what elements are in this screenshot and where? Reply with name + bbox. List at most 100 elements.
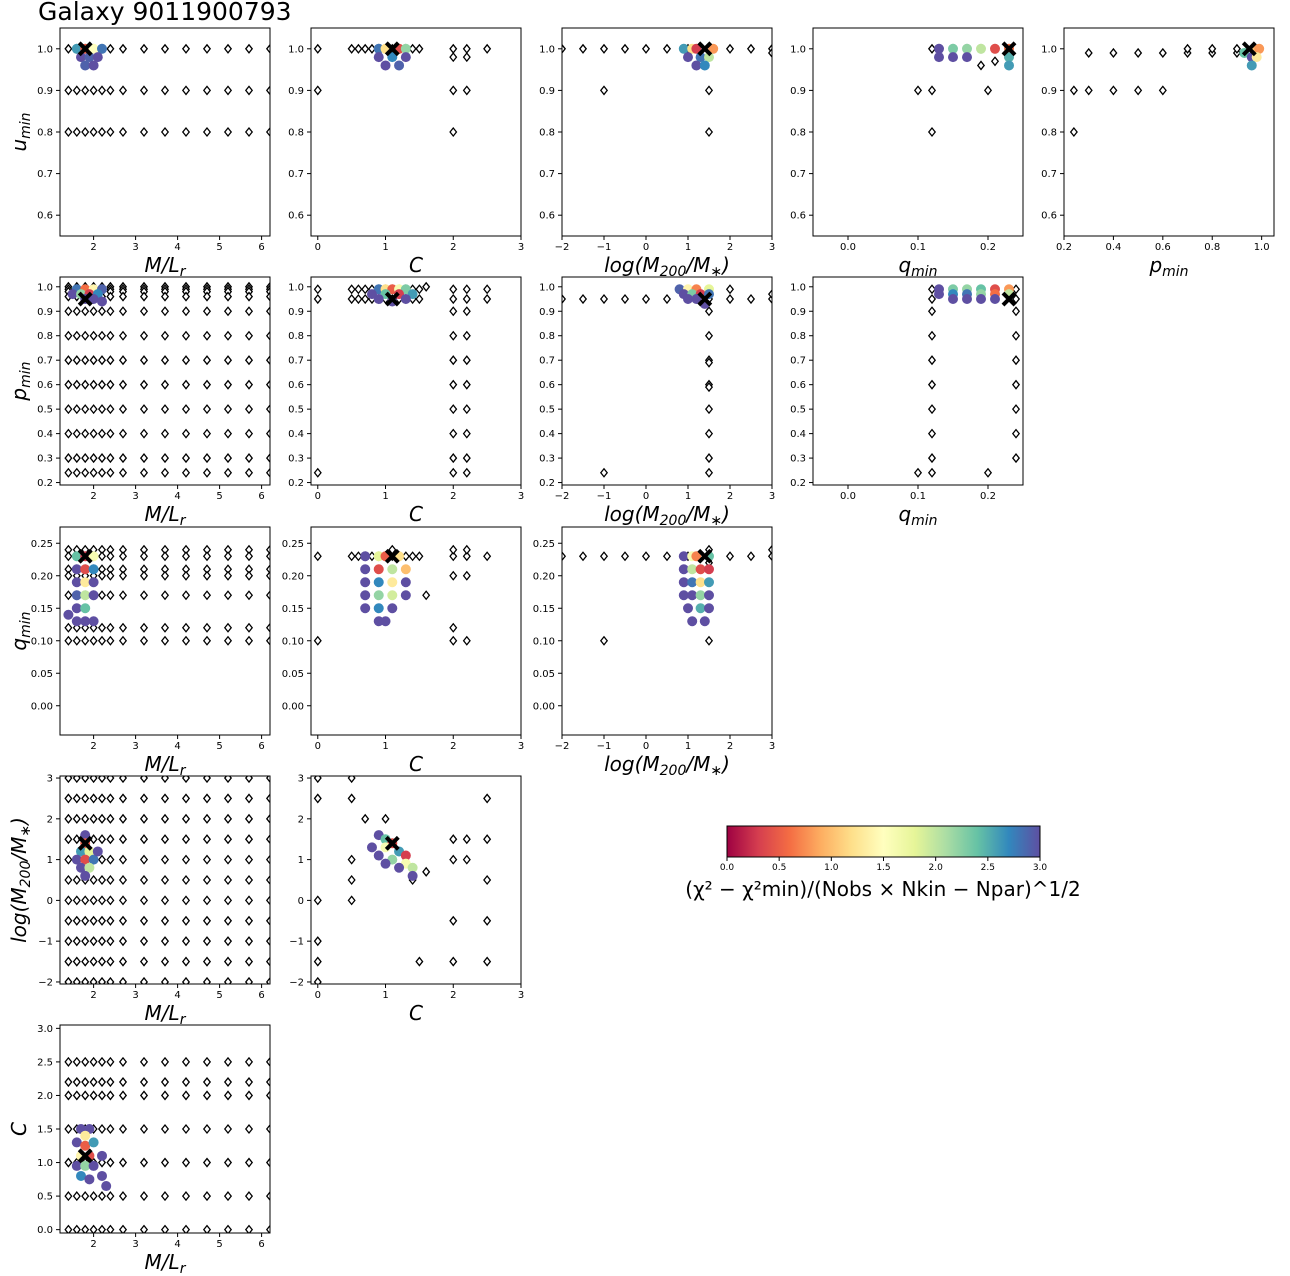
model-point xyxy=(462,635,471,646)
y-tick-label: 0.2 xyxy=(37,478,53,489)
model-point xyxy=(106,590,115,601)
model-point xyxy=(118,467,128,478)
y-tick-label: 0.8 xyxy=(790,128,806,139)
panel-14: 2 3 4 5 6 0.0 0.5 1.0 1.5 2.0 2.5 3.0 M/Lr C xyxy=(7,1024,271,1276)
model-point xyxy=(139,622,149,633)
panel-plot-area xyxy=(64,1056,270,1233)
y-tick-label: 0.05 xyxy=(31,669,53,680)
model-point xyxy=(89,776,98,784)
model-point xyxy=(223,1076,233,1088)
scored-point xyxy=(71,43,82,54)
model-point xyxy=(449,854,458,865)
x-tick-label: 2 xyxy=(727,242,733,253)
model-point xyxy=(244,85,254,96)
model-point xyxy=(223,330,233,341)
model-point xyxy=(64,1157,73,1168)
model-point xyxy=(244,126,254,138)
model-point xyxy=(483,293,492,305)
model-point xyxy=(202,635,212,646)
model-point xyxy=(202,622,212,633)
model-point xyxy=(244,854,254,865)
y-tick-label: 0.7 xyxy=(790,356,806,367)
model-point xyxy=(202,874,212,886)
model-point xyxy=(223,291,233,302)
scored-point xyxy=(1254,43,1265,54)
model-point xyxy=(976,60,986,71)
y-tick-label: 1.0 xyxy=(1041,44,1057,55)
y-tick-label: 0.20 xyxy=(533,571,555,582)
x-tick-label: 3 xyxy=(769,741,775,752)
colorbar-tick-label: 1.0 xyxy=(824,863,839,873)
model-point xyxy=(64,895,73,906)
model-point xyxy=(118,936,128,947)
x-tick-label: 0.8 xyxy=(1204,242,1220,253)
model-point xyxy=(160,306,170,317)
model-point xyxy=(223,1191,233,1202)
model-point xyxy=(223,570,233,581)
scored-point xyxy=(76,1170,86,1181)
model-point xyxy=(265,976,270,984)
model-point xyxy=(223,453,233,464)
y-tick-label: 1.0 xyxy=(288,44,304,55)
model-point xyxy=(202,895,212,906)
x-axis-label: qmin xyxy=(898,253,937,280)
model-point xyxy=(202,834,212,845)
x-axis-label: C xyxy=(409,253,423,277)
model-point xyxy=(81,936,90,947)
model-point xyxy=(578,293,588,305)
model-point xyxy=(181,1056,191,1067)
model-point xyxy=(244,570,254,581)
model-point xyxy=(1208,43,1217,54)
model-point xyxy=(97,453,107,464)
model-point xyxy=(244,590,254,601)
model-point xyxy=(202,854,212,865)
y-tick-label: 0.25 xyxy=(533,539,555,550)
model-point xyxy=(118,834,128,845)
model-point xyxy=(704,306,714,317)
model-point xyxy=(181,291,191,302)
model-point xyxy=(1011,293,1021,305)
model-point xyxy=(118,895,128,906)
model-point xyxy=(106,1123,115,1135)
model-point xyxy=(89,126,98,138)
x-tick-label: −1 xyxy=(597,491,612,502)
model-point xyxy=(106,85,115,96)
model-point xyxy=(106,379,115,390)
model-point xyxy=(462,379,471,390)
colorbar-tick-label: 0.5 xyxy=(772,863,786,873)
scored-point xyxy=(687,616,698,627)
scored-point xyxy=(88,854,99,865)
model-point xyxy=(118,1191,128,1202)
model-point xyxy=(983,467,993,478)
model-point xyxy=(160,1191,170,1202)
x-tick-label: 2 xyxy=(90,1239,96,1250)
model-point xyxy=(160,291,170,302)
model-point xyxy=(160,776,170,784)
model-point xyxy=(767,544,772,555)
y-tick-label: 3.0 xyxy=(37,1024,53,1035)
model-point xyxy=(64,1090,73,1101)
model-point xyxy=(106,570,115,581)
model-point xyxy=(725,43,735,54)
model-point xyxy=(313,956,322,967)
best-fit-marker xyxy=(1001,41,1017,57)
model-point xyxy=(244,453,254,464)
model-point xyxy=(160,622,170,633)
model-point xyxy=(347,551,356,562)
y-tick-label: 0.10 xyxy=(282,636,304,647)
y-tick-label: 0.15 xyxy=(31,604,53,615)
y-tick-label: 0.4 xyxy=(539,429,555,440)
model-point xyxy=(89,404,98,415)
model-point xyxy=(139,551,149,562)
model-point xyxy=(139,1191,149,1202)
panel-plot-area xyxy=(313,544,492,646)
y-tick-label: −1 xyxy=(289,937,304,948)
model-point xyxy=(313,551,322,562)
model-point xyxy=(704,635,714,646)
scored-point xyxy=(704,52,714,63)
model-point xyxy=(202,306,212,317)
model-point xyxy=(64,1056,73,1067)
model-point xyxy=(106,126,115,138)
model-point xyxy=(118,43,128,54)
model-point xyxy=(265,776,270,784)
